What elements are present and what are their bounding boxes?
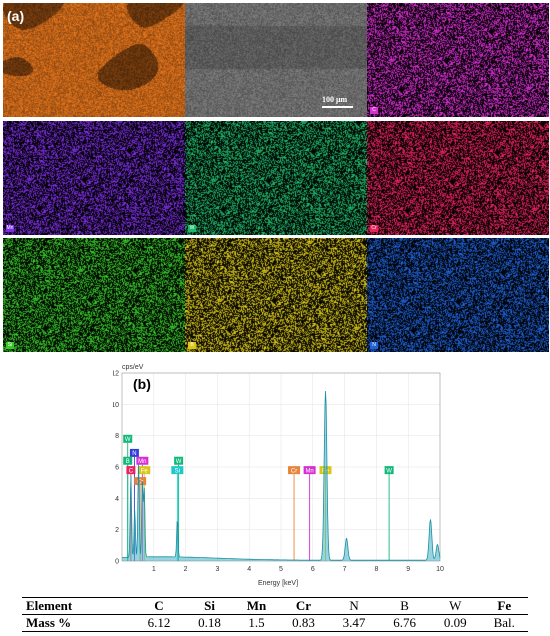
table-cell: 1.5 bbox=[234, 614, 279, 632]
eds-map-b: B bbox=[185, 238, 367, 352]
table-cell: 3.47 bbox=[328, 614, 380, 632]
y-tick-label: 6 bbox=[115, 465, 119, 472]
x-tick-label: 4 bbox=[247, 566, 251, 573]
y-tick-label: 8 bbox=[115, 433, 119, 440]
table-cell: 0.09 bbox=[429, 614, 481, 632]
marker-label: W bbox=[125, 437, 131, 443]
marker-tag bbox=[138, 466, 151, 475]
table-header-cell: Si bbox=[184, 597, 235, 615]
y-axis-label: cps/eV bbox=[122, 364, 144, 371]
table-cell: 6.76 bbox=[379, 614, 430, 632]
spectrum-line bbox=[122, 390, 441, 561]
marker-label: Cr bbox=[291, 468, 297, 474]
x-tick-label: 1 bbox=[152, 566, 156, 573]
eds-map-si: Si bbox=[3, 238, 185, 352]
marker-tag bbox=[134, 477, 147, 486]
marker-label: C bbox=[129, 468, 134, 474]
marker-tag bbox=[174, 456, 184, 465]
x-tick-label: 8 bbox=[374, 566, 378, 573]
table-cell: 6.12 bbox=[133, 614, 185, 632]
table-row-label: Mass % bbox=[22, 614, 134, 632]
eds-map-c: C bbox=[367, 3, 549, 117]
marker-label: W bbox=[176, 459, 182, 465]
marker-tag bbox=[123, 456, 133, 465]
marker-tag bbox=[123, 434, 133, 443]
x-tick-label: 2 bbox=[184, 566, 188, 573]
table-header-cell: B bbox=[379, 597, 430, 615]
table-header-label: Element bbox=[22, 597, 134, 615]
y-tick-label: 12 bbox=[113, 371, 119, 378]
map-element-tag: W bbox=[188, 225, 196, 232]
marker-tag bbox=[129, 448, 139, 457]
map-element-tag: C bbox=[370, 107, 378, 114]
marker-tag bbox=[136, 456, 149, 465]
y-tick-label: 2 bbox=[115, 527, 119, 534]
map-element-tag: N bbox=[370, 342, 378, 349]
table-header-cell: Mn bbox=[234, 597, 279, 615]
map-element-tag: Cr bbox=[370, 225, 378, 232]
marker-label: B bbox=[126, 459, 130, 465]
table-header-cell: Fe bbox=[480, 597, 528, 615]
table-cell: Bal. bbox=[480, 614, 528, 632]
table-row: Mass % 6.12 0.18 1.5 0.83 3.47 6.76 0.09 Bal. bbox=[22, 614, 528, 632]
marker-tag bbox=[303, 466, 316, 475]
marker-tag bbox=[171, 466, 184, 475]
y-tick-label: 4 bbox=[115, 496, 119, 503]
eds-map-sem bbox=[185, 3, 367, 117]
table-header-row: Element C Si Mn Cr N B W Fe bbox=[22, 597, 528, 615]
x-tick-label: 6 bbox=[311, 566, 315, 573]
marker-label: N bbox=[132, 451, 136, 457]
composition-table: Element C Si Mn Cr N B W Fe Mass % 6.12 0.18 1.5 0.8… bbox=[22, 597, 528, 632]
marker-label: W bbox=[386, 468, 392, 474]
table-header-cell: N bbox=[328, 597, 380, 615]
table-cell: 0.18 bbox=[184, 614, 235, 632]
table-cell: 0.83 bbox=[278, 614, 329, 632]
x-tick-label: 9 bbox=[406, 566, 410, 573]
panel-a-label: (a) bbox=[7, 8, 25, 24]
x-tick-label: 5 bbox=[279, 566, 283, 573]
x-axis-label: Energy [keV] bbox=[258, 580, 298, 587]
table-header-cell: Cr bbox=[278, 597, 329, 615]
eds-map-cr: Cr bbox=[367, 121, 549, 235]
marker-label: Cr bbox=[137, 479, 143, 485]
map-element-tag: Mn bbox=[6, 225, 14, 232]
marker-tag bbox=[288, 466, 301, 475]
eds-map-fe bbox=[3, 3, 185, 117]
marker-tag bbox=[384, 466, 394, 475]
eds-map-mn: Mn bbox=[3, 121, 185, 235]
map-element-tag: Si bbox=[6, 342, 14, 349]
eds-map-n: N bbox=[367, 238, 549, 352]
map-element-tag: B bbox=[188, 342, 196, 349]
element-markers: WNBMnCFeCrWSiCrMnFeW bbox=[123, 434, 394, 561]
scale-bar-line bbox=[322, 106, 353, 108]
scale-bar-label: 100 μm bbox=[322, 95, 348, 104]
marker-label: Fe bbox=[141, 468, 149, 474]
marker-label: Mn bbox=[138, 459, 146, 465]
y-tick-label: 0 bbox=[115, 559, 119, 566]
x-tick-label: 10 bbox=[436, 566, 444, 573]
marker-label: Si bbox=[175, 468, 180, 474]
marker-label: Mn bbox=[305, 468, 313, 474]
x-tick-label: 3 bbox=[215, 566, 219, 573]
panel-b-label: (b) bbox=[133, 376, 151, 392]
table-header-cell: C bbox=[133, 597, 185, 615]
eds-map-w: W bbox=[185, 121, 367, 235]
table-header-cell: W bbox=[429, 597, 481, 615]
marker-tag bbox=[126, 466, 136, 475]
x-tick-label: 7 bbox=[343, 566, 347, 573]
y-tick-label: 10 bbox=[113, 402, 119, 409]
